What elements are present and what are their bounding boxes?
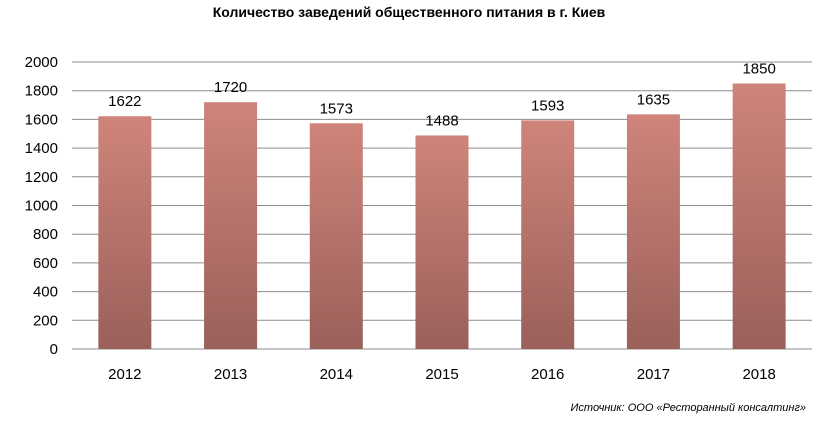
- y-tick-label: 1800: [25, 83, 58, 100]
- bar: [204, 102, 258, 350]
- y-axis-tick-labels: 0 200 400 600 800 1000 1200 1400 1600 1800 2000: [25, 54, 58, 358]
- y-tick-label: 800: [33, 226, 58, 243]
- y-tick-label: 1000: [25, 198, 58, 215]
- x-tick-label: 2017: [637, 366, 670, 383]
- y-tick-label: 600: [33, 255, 58, 272]
- data-label: 1593: [531, 97, 564, 114]
- bar: [521, 120, 575, 349]
- data-labels: 1622 1720 1573 1488 1593 1635 1850: [108, 61, 776, 130]
- y-tick-label: 200: [33, 312, 58, 329]
- x-axis-tick-labels: 2012 2013 2014 2015 2016 2017 2018: [108, 366, 776, 383]
- y-tick-label: 1600: [25, 111, 58, 128]
- y-tick-label: 1400: [25, 140, 58, 157]
- x-tick-label: 2015: [425, 366, 458, 383]
- y-tick-label: 400: [33, 284, 58, 301]
- bar: [415, 135, 469, 349]
- x-tick-label: 2018: [742, 366, 775, 383]
- bars: [98, 83, 786, 350]
- data-label: 1720: [214, 79, 247, 96]
- chart-title: Количество заведений общественного питан…: [212, 4, 606, 20]
- bar: [732, 83, 786, 350]
- x-tick-label: 2014: [320, 366, 353, 383]
- data-label: 1635: [637, 91, 670, 108]
- x-tick-label: 2013: [214, 366, 247, 383]
- data-label: 1850: [742, 61, 775, 78]
- x-tick-label: 2012: [108, 366, 141, 383]
- bar: [98, 116, 152, 349]
- data-label: 1488: [425, 112, 458, 129]
- y-tick-label: 1200: [25, 169, 58, 186]
- bar: [309, 123, 363, 349]
- bar: [626, 114, 680, 349]
- data-label: 1573: [320, 100, 353, 117]
- source-note: Источник: ООО «Ресторанный консалтинг»: [570, 402, 806, 414]
- y-tick-label: 2000: [25, 54, 58, 71]
- x-tick-label: 2016: [531, 366, 564, 383]
- y-tick-label: 0: [50, 341, 58, 358]
- data-label: 1622: [108, 93, 141, 110]
- bar-chart: 0 200 400 600 800 1000 1200 1400 1600 1800 2000 16…: [25, 54, 812, 383]
